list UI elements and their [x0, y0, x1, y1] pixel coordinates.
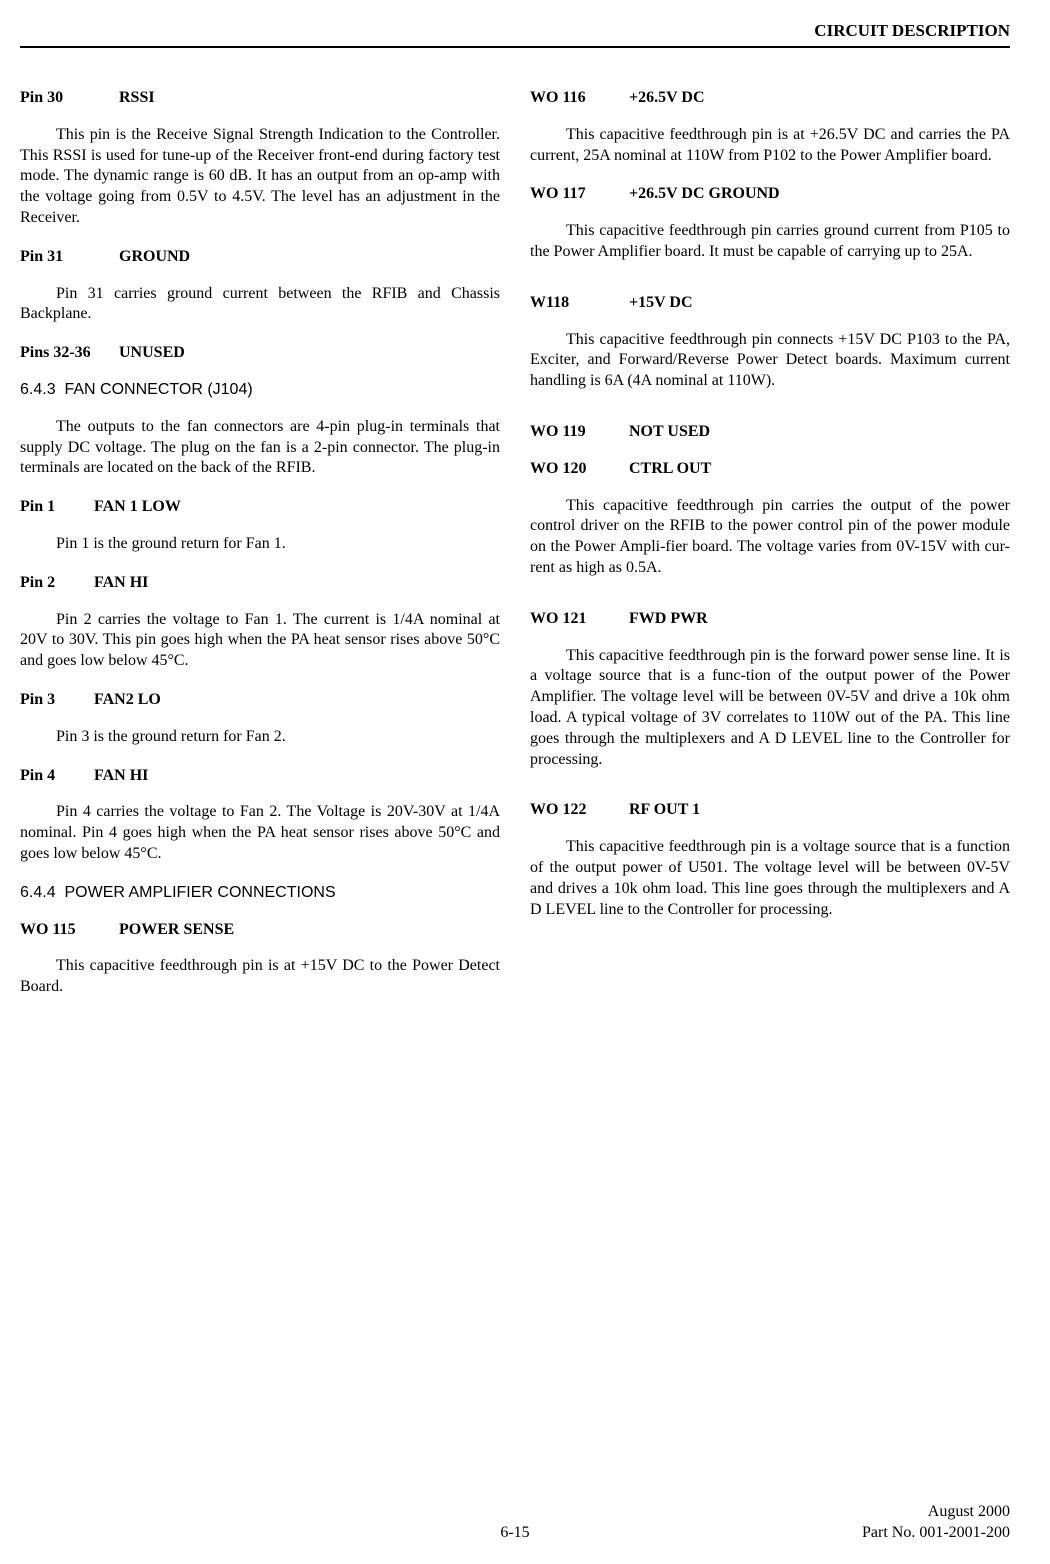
page-footer: 6-15 August 2000 Part No. 001-2001-200 [20, 1502, 1010, 1544]
wo122-label: WO 122 [530, 800, 625, 821]
section-644-title: POWER AMPLIFIER CONNECTIONS [64, 884, 335, 901]
footer-page-number: 6-15 [500, 1523, 529, 1544]
pin3-header: Pin 3 FAN2 LO [20, 690, 500, 711]
wo119-label: WO 119 [530, 422, 625, 443]
pin2-text: Pin 2 carries the voltage to Fan 1. The … [20, 610, 500, 672]
wo117-label: WO 117 [530, 184, 625, 205]
pin30-name: RSSI [119, 89, 155, 106]
pin31-text: Pin 31 carries ground current between th… [20, 284, 500, 326]
pin31-label: Pin 31 [20, 247, 115, 268]
pin31-header: Pin 31 GROUND [20, 247, 500, 268]
pin4-header: Pin 4 FAN HI [20, 766, 500, 787]
pin1-label: Pin 1 [20, 497, 90, 518]
wo115-label: WO 115 [20, 920, 115, 941]
pin2-label: Pin 2 [20, 573, 90, 594]
wo121-name: FWD PWR [629, 610, 708, 627]
wo121-text: This capacitive feedthrough pin is the f… [530, 646, 1010, 771]
pin1-name: FAN 1 LOW [94, 498, 181, 515]
w118-text: This capacitive feedthrough pin connects… [530, 330, 1010, 392]
wo119-name: NOT USED [629, 423, 710, 440]
section-643-header: 6.4.3 FAN CONNECTOR (J104) [20, 380, 500, 401]
w118-header: W118 +15V DC [530, 293, 1010, 314]
wo122-text: This capacitive feedthrough pin is a vol… [530, 837, 1010, 920]
section-643-text: The outputs to the fan connectors are 4-… [20, 417, 500, 479]
pin3-name: FAN2 LO [94, 691, 161, 708]
footer-part: Part No. 001-2001-200 [862, 1523, 1010, 1544]
wo116-header: WO 116 +26.5V DC [530, 88, 1010, 109]
wo120-text: This capacitive feedthrough pin carries … [530, 496, 1010, 579]
w118-label: W118 [530, 293, 625, 314]
wo116-text: This capacitive feedthrough pin is at +2… [530, 125, 1010, 167]
pins32-36-header: Pins 32-36 UNUSED [20, 343, 500, 364]
wo122-name: RF OUT 1 [629, 801, 700, 818]
pin30-header: Pin 30 RSSI [20, 88, 500, 109]
w118-name: +15V DC [629, 294, 693, 311]
wo119-header: WO 119 NOT USED [530, 422, 1010, 443]
pin4-label: Pin 4 [20, 766, 90, 787]
wo121-label: WO 121 [530, 609, 625, 630]
section-644-number: 6.4.4 [20, 884, 56, 901]
wo122-header: WO 122 RF OUT 1 [530, 800, 1010, 821]
pin3-text: Pin 3 is the ground return for Fan 2. [20, 727, 500, 748]
wo120-name: CTRL OUT [629, 460, 711, 477]
pin4-text: Pin 4 carries the voltage to Fan 2. The … [20, 802, 500, 864]
wo117-name: +26.5V DC GROUND [629, 185, 780, 202]
pin4-name: FAN HI [94, 767, 148, 784]
pin1-header: Pin 1 FAN 1 LOW [20, 497, 500, 518]
page-header: CIRCUIT DESCRIPTION [20, 20, 1010, 48]
wo117-header: WO 117 +26.5V DC GROUND [530, 184, 1010, 205]
pin31-name: GROUND [119, 248, 190, 265]
pin3-label: Pin 3 [20, 690, 90, 711]
wo115-text: This capacitive feedthrough pin is at +1… [20, 956, 500, 998]
pin30-text: This pin is the Receive Signal Strength … [20, 125, 500, 229]
footer-date: August 2000 [862, 1502, 1010, 1523]
wo115-header: WO 115 POWER SENSE [20, 920, 500, 941]
pin2-name: FAN HI [94, 574, 148, 591]
wo116-name: +26.5V DC [629, 89, 705, 106]
wo121-header: WO 121 FWD PWR [530, 609, 1010, 630]
right-column: WO 116 +26.5V DC This capacitive feedthr… [530, 88, 1010, 1016]
section-643-title: FAN CONNECTOR (J104) [64, 381, 252, 398]
wo120-label: WO 120 [530, 459, 625, 480]
wo116-label: WO 116 [530, 88, 625, 109]
pin30-label: Pin 30 [20, 88, 115, 109]
pin1-text: Pin 1 is the ground return for Fan 1. [20, 534, 500, 555]
pins32-36-label: Pins 32-36 [20, 343, 115, 364]
content-columns: Pin 30 RSSI This pin is the Receive Sign… [20, 88, 1010, 1016]
section-644-header: 6.4.4 POWER AMPLIFIER CONNECTIONS [20, 883, 500, 904]
left-column: Pin 30 RSSI This pin is the Receive Sign… [20, 88, 500, 1016]
section-643-number: 6.4.3 [20, 381, 56, 398]
wo115-name: POWER SENSE [119, 921, 234, 938]
wo117-text: This capacitive feedthrough pin carries … [530, 221, 1010, 263]
pins32-36-name: UNUSED [119, 344, 185, 361]
wo120-header: WO 120 CTRL OUT [530, 459, 1010, 480]
pin2-header: Pin 2 FAN HI [20, 573, 500, 594]
footer-right: August 2000 Part No. 001-2001-200 [862, 1502, 1010, 1544]
